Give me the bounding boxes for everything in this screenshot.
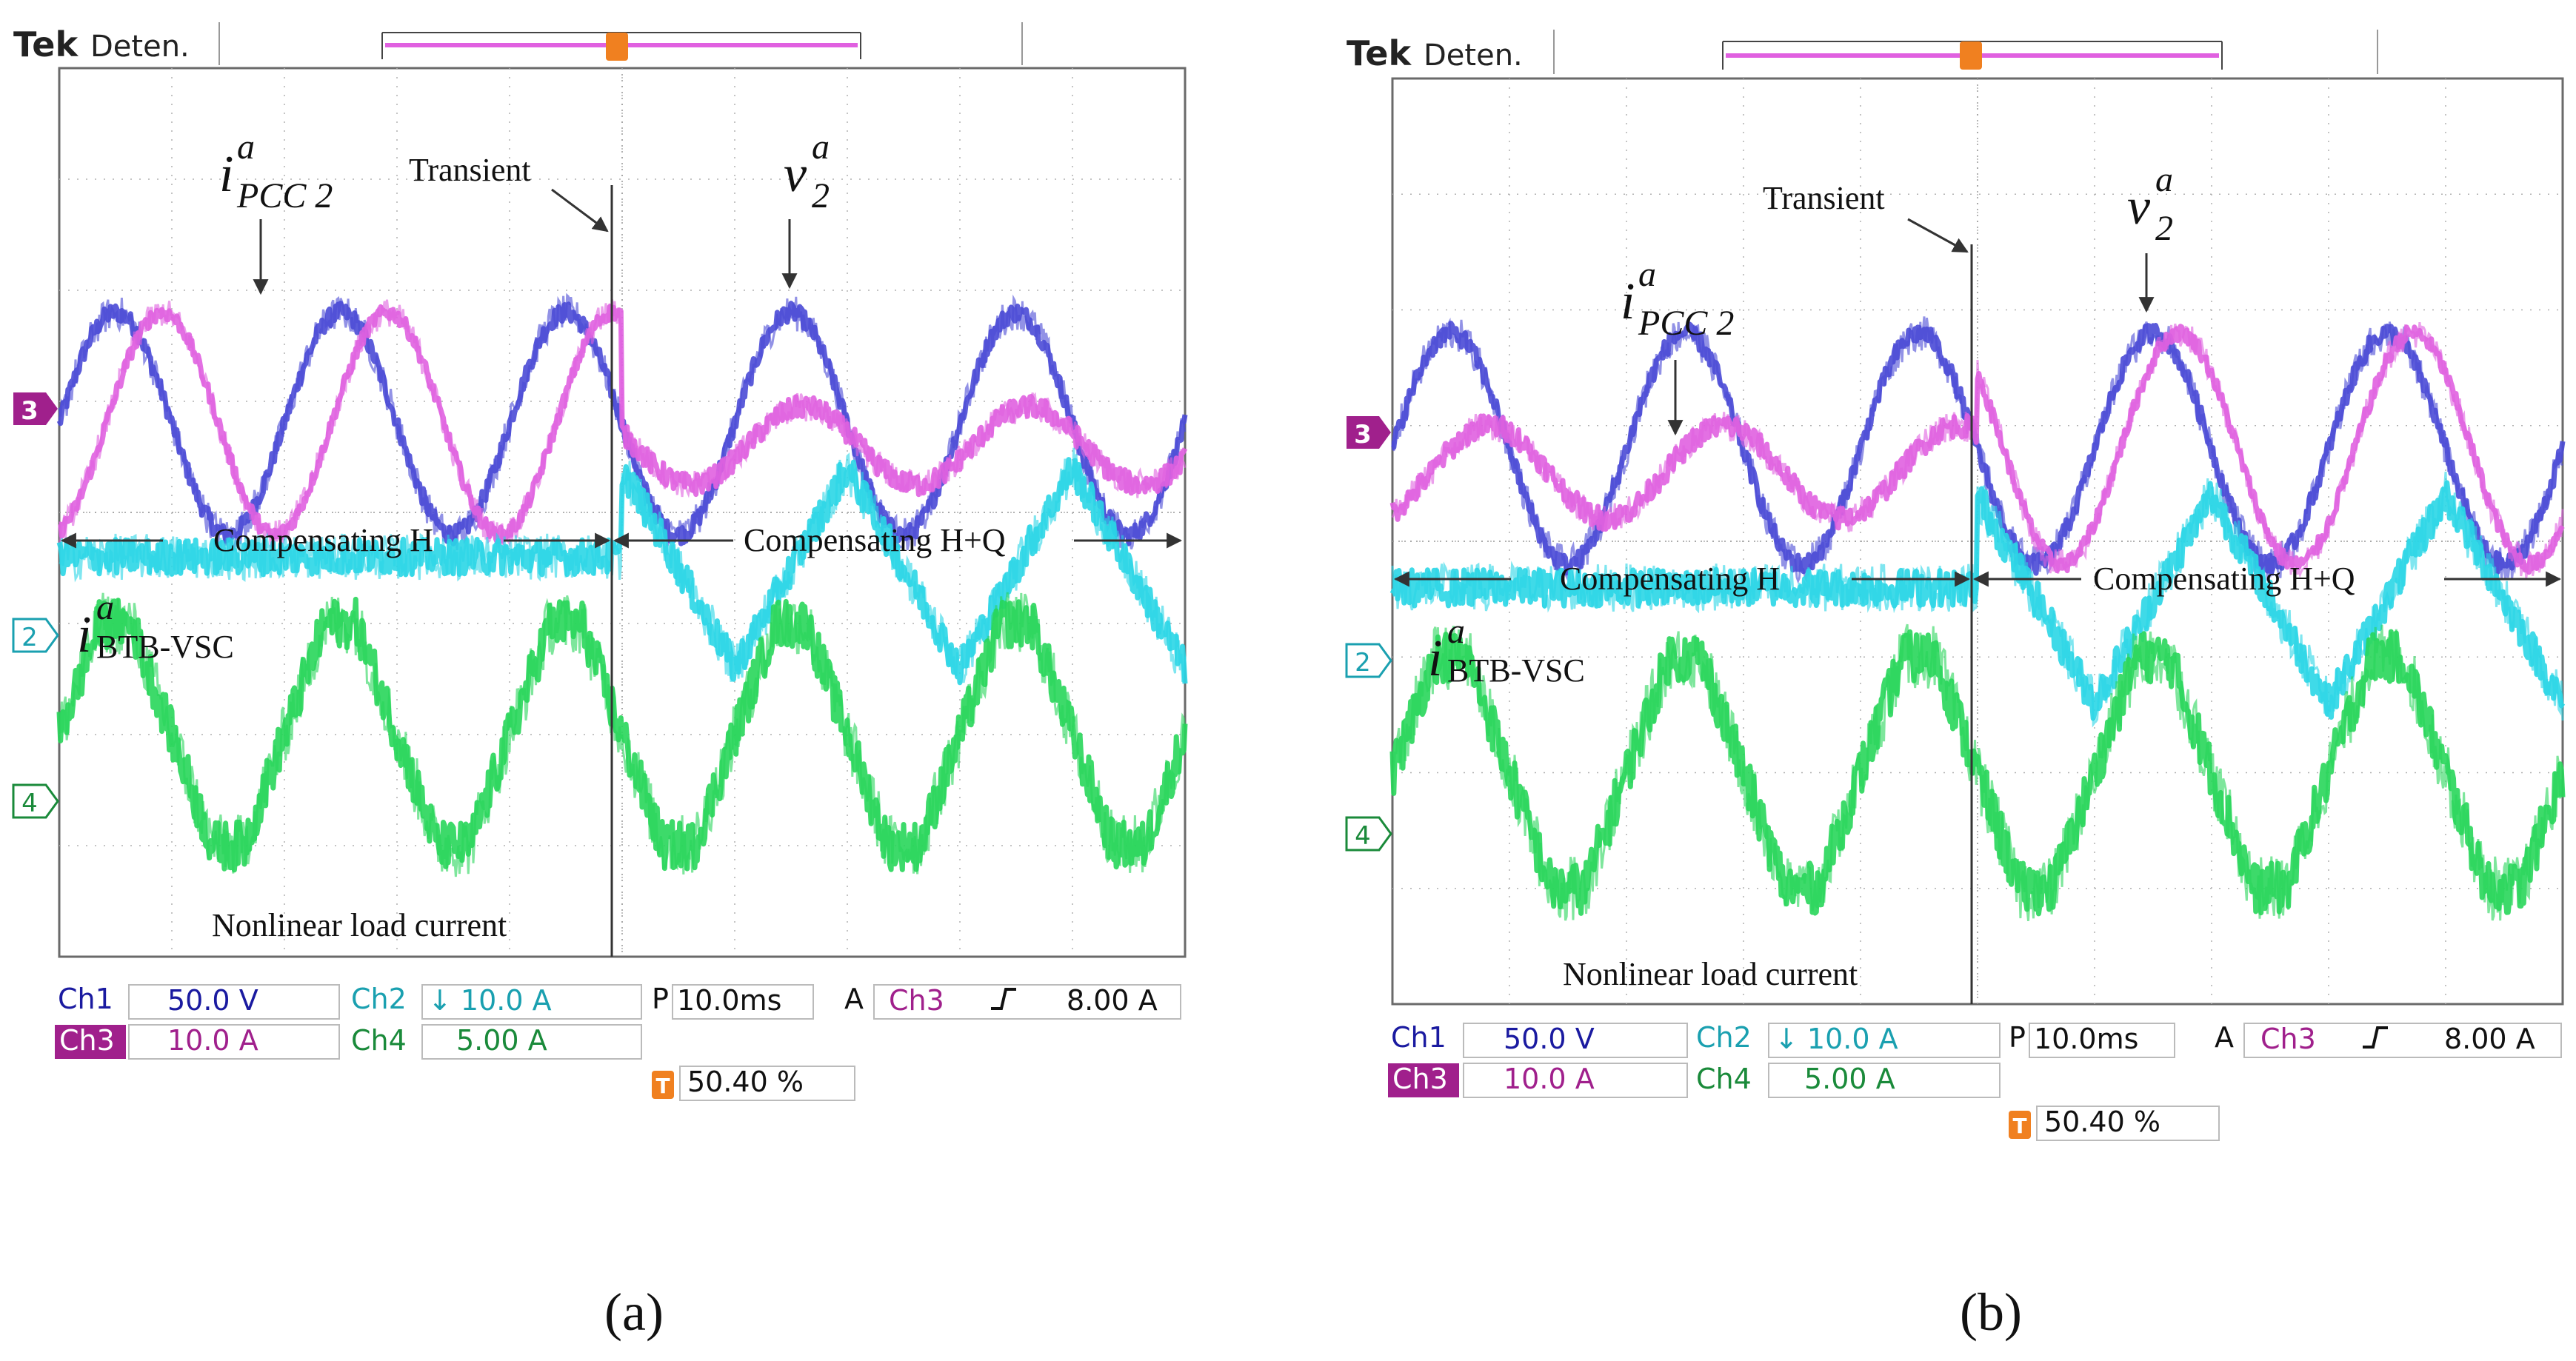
ch3-marker: 3 bbox=[13, 392, 58, 426]
svg-text:PCC 2: PCC 2 bbox=[236, 176, 333, 215]
readouts-a: Ch1 50.0 V Ch2 ↓ 10.0 A P 10.0ms A Ch3 8… bbox=[55, 983, 1181, 1101]
svg-text:BTB-VSC: BTB-VSC bbox=[96, 629, 234, 665]
svg-text:Ch2: Ch2 bbox=[1696, 1021, 1752, 1054]
trace-noise-ch4 bbox=[1391, 623, 2564, 921]
svg-text:T: T bbox=[2012, 1114, 2026, 1138]
svg-text:↓ 10.0 A: ↓ 10.0 A bbox=[1775, 1023, 1898, 1055]
svg-text:A: A bbox=[844, 983, 864, 1015]
svg-text:Ch3: Ch3 bbox=[2260, 1023, 2316, 1055]
svg-text:Ch1: Ch1 bbox=[1391, 1021, 1447, 1054]
svg-text:a: a bbox=[96, 588, 114, 627]
svg-text:v: v bbox=[784, 146, 807, 203]
comp-h-label: Compensating H bbox=[213, 522, 433, 558]
svg-text:v: v bbox=[2127, 178, 2151, 235]
ch2-marker: 2 bbox=[12, 618, 59, 653]
svg-text:2: 2 bbox=[2155, 209, 2173, 248]
caption-b: (b) bbox=[1960, 1283, 2022, 1342]
trace-noise-ch3 bbox=[1391, 321, 2564, 578]
waveforms-b bbox=[1389, 316, 2566, 921]
ch4-marker: 4 bbox=[12, 783, 59, 819]
acq-mode: Deten. bbox=[90, 30, 190, 64]
svg-text:3: 3 bbox=[1354, 420, 1372, 449]
svg-text:Ch3: Ch3 bbox=[59, 1024, 115, 1057]
svg-text:5.00 A: 5.00 A bbox=[1804, 1063, 1895, 1095]
scope-panel-b: Tek Deten. T 3 2 4 bbox=[1345, 30, 2566, 1342]
waveforms-a bbox=[56, 292, 1188, 877]
svg-text:50.0 V: 50.0 V bbox=[167, 984, 258, 1017]
svg-text:2: 2 bbox=[21, 623, 38, 652]
svg-text:A: A bbox=[2215, 1021, 2234, 1054]
svg-text:i: i bbox=[219, 146, 233, 203]
svg-text:50.0 V: 50.0 V bbox=[1504, 1023, 1595, 1055]
svg-text:i: i bbox=[1621, 273, 1635, 330]
svg-text:10.0 A: 10.0 A bbox=[1504, 1063, 1595, 1095]
svg-text:50.40 %: 50.40 % bbox=[687, 1066, 804, 1098]
ch2-marker: 2 bbox=[1345, 643, 1392, 678]
svg-text:5.00 A: 5.00 A bbox=[456, 1024, 547, 1057]
svg-text:4: 4 bbox=[21, 789, 38, 818]
svg-text:Ch4: Ch4 bbox=[351, 1024, 407, 1057]
svg-text:10.0 A: 10.0 A bbox=[167, 1024, 258, 1057]
svg-text:2: 2 bbox=[812, 176, 830, 215]
ibtb-label: i a BTB-VSC bbox=[1428, 612, 1585, 689]
svg-text:a: a bbox=[812, 127, 830, 167]
svg-text:10.0ms: 10.0ms bbox=[2034, 1023, 2138, 1055]
svg-text:8.00 A: 8.00 A bbox=[1067, 984, 1158, 1017]
svg-text:i: i bbox=[77, 606, 91, 663]
svg-text:P: P bbox=[2009, 1021, 2026, 1054]
svg-text:50.40 %: 50.40 % bbox=[2044, 1106, 2160, 1138]
comp-hq-label: Compensating H+Q bbox=[744, 522, 1006, 558]
caption-a: (a) bbox=[604, 1283, 664, 1342]
transient-label: Transient bbox=[1763, 180, 1885, 216]
readouts-b: Ch1 50.0 V Ch2 ↓ 10.0 A P 10.0ms A Ch3 8… bbox=[1388, 1021, 2562, 1141]
svg-text:Ch2: Ch2 bbox=[351, 983, 407, 1015]
v2-label: v a 2 bbox=[2127, 160, 2173, 248]
ibtb-label: i a BTB-VSC bbox=[77, 588, 234, 665]
svg-text:Ch3: Ch3 bbox=[1392, 1063, 1448, 1095]
svg-text:a: a bbox=[1638, 255, 1656, 294]
ch3-marker: 3 bbox=[1347, 416, 1391, 449]
svg-text:10.0ms: 10.0ms bbox=[677, 984, 781, 1017]
svg-text:a: a bbox=[2155, 160, 2173, 199]
trace-noise-ch4 bbox=[59, 592, 1187, 877]
svg-text:Ch3: Ch3 bbox=[889, 984, 944, 1017]
svg-text:BTB-VSC: BTB-VSC bbox=[1447, 652, 1585, 689]
v2-label: v a 2 bbox=[784, 127, 830, 215]
tek-logo: Tek bbox=[1347, 33, 1412, 73]
svg-text:T: T bbox=[655, 1074, 670, 1098]
nonlinear-label: Nonlinear load current bbox=[212, 907, 507, 943]
trace-noise-ch2 bbox=[59, 447, 1187, 683]
trace-noise-ch3 bbox=[58, 299, 1187, 548]
svg-text:↓ 10.0 A: ↓ 10.0 A bbox=[428, 984, 552, 1017]
svg-text:4: 4 bbox=[1355, 821, 1371, 851]
svg-text:Ch1: Ch1 bbox=[58, 983, 113, 1015]
svg-text:8.00 A: 8.00 A bbox=[2444, 1023, 2535, 1055]
tek-logo: Tek bbox=[13, 24, 79, 64]
ch4-marker: 4 bbox=[1345, 816, 1392, 852]
svg-text:a: a bbox=[237, 127, 255, 167]
svg-text:3: 3 bbox=[21, 396, 39, 426]
ipcc2-label: i a PCC 2 bbox=[1621, 255, 1734, 343]
acq-mode: Deten. bbox=[1424, 39, 1523, 73]
svg-text:2: 2 bbox=[1355, 648, 1371, 678]
comp-h-label: Compensating H bbox=[1560, 561, 1780, 597]
svg-text:i: i bbox=[1428, 630, 1442, 687]
scope-panel-a: Tek Deten. T 3 2 bbox=[12, 22, 1188, 1342]
svg-text:P: P bbox=[652, 983, 669, 1015]
comp-hq-label: Compensating H+Q bbox=[2093, 561, 2355, 597]
ipcc2-label: i a PCC 2 bbox=[219, 127, 333, 215]
svg-text:PCC 2: PCC 2 bbox=[1638, 304, 1734, 343]
svg-text:a: a bbox=[1447, 612, 1465, 651]
svg-text:Ch4: Ch4 bbox=[1696, 1063, 1752, 1095]
nonlinear-label: Nonlinear load current bbox=[1563, 956, 1858, 992]
transient-label: Transient bbox=[409, 152, 531, 188]
